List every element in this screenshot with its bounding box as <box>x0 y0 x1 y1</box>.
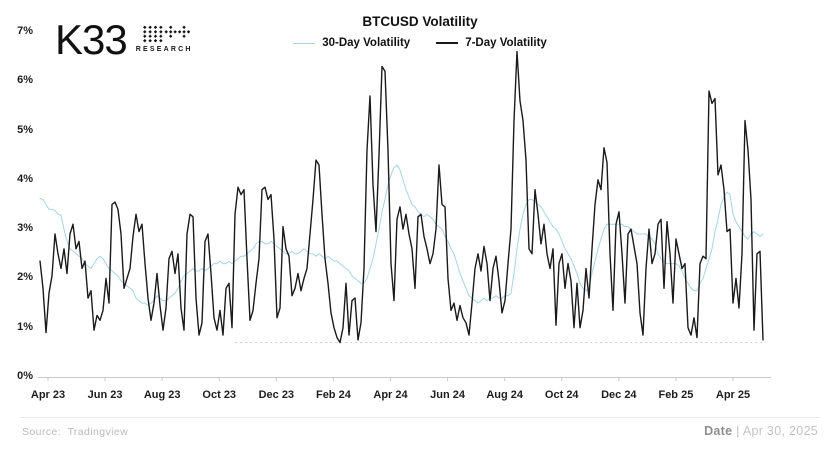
source-label: Source: <box>22 426 61 438</box>
y-axis-label: 7% <box>17 24 33 37</box>
k33-logo: K33 RESEARCH <box>55 18 193 62</box>
x-axis-label: Aug 23 <box>143 389 181 401</box>
source-value: Tradingview <box>67 426 129 438</box>
series-30day-line <box>39 164 764 306</box>
y-axis-label: 3% <box>17 222 33 235</box>
legend-30day-label: 30-Day Volatility <box>322 37 411 49</box>
k33-logo-dots-icon <box>142 25 190 43</box>
legend-item-7day: 7-Day Volatility <box>436 37 547 49</box>
x-axis-label: Jun 24 <box>430 389 465 401</box>
y-axis-label: 2% <box>17 271 33 284</box>
x-axis-label: Oct 24 <box>544 389 579 401</box>
y-axis-label: 4% <box>17 172 33 185</box>
date-value: Apr 30, 2025 <box>742 424 818 438</box>
legend-7day-label: 7-Day Volatility <box>465 37 547 49</box>
x-axis-label: Feb 25 <box>658 389 694 401</box>
legend-item-30day: 30-Day Volatility <box>293 37 410 49</box>
x-axis-label: Feb 24 <box>315 389 351 401</box>
x-axis-label: Apr 23 <box>30 389 66 401</box>
chart-legend: 30-Day Volatility 7-Day Volatility <box>0 37 840 49</box>
legend-7day-line-icon <box>436 42 459 44</box>
footer-source: Source: Tradingview <box>22 426 128 438</box>
date-separator: | <box>736 424 740 438</box>
x-axis-label: Aug 24 <box>486 389 523 401</box>
x-axis-label: Oct 23 <box>202 389 237 401</box>
x-axis-label: Apr 24 <box>373 389 408 401</box>
k33-logo-text: K33 <box>55 16 128 63</box>
x-axis-label: Dec 24 <box>601 389 637 401</box>
x-axis-label: Dec 23 <box>258 389 295 401</box>
series-7day-line <box>39 50 764 344</box>
k33-logo-subtext: RESEARCH <box>135 46 193 53</box>
y-axis-label: 0% <box>17 370 33 382</box>
legend-30day-line-icon <box>293 42 316 44</box>
chart-title: BTCUSD Volatility <box>362 14 478 29</box>
footer-divider <box>20 417 820 418</box>
x-axis-label: Apr 25 <box>715 389 751 401</box>
date-label: Date <box>704 424 733 438</box>
y-axis-label: 5% <box>17 123 33 136</box>
y-axis-label: 6% <box>17 74 33 87</box>
x-axis-label: Jun 23 <box>87 389 123 401</box>
footer-date: Date | Apr 30, 2025 <box>704 424 818 438</box>
y-axis-label: 1% <box>17 320 33 333</box>
